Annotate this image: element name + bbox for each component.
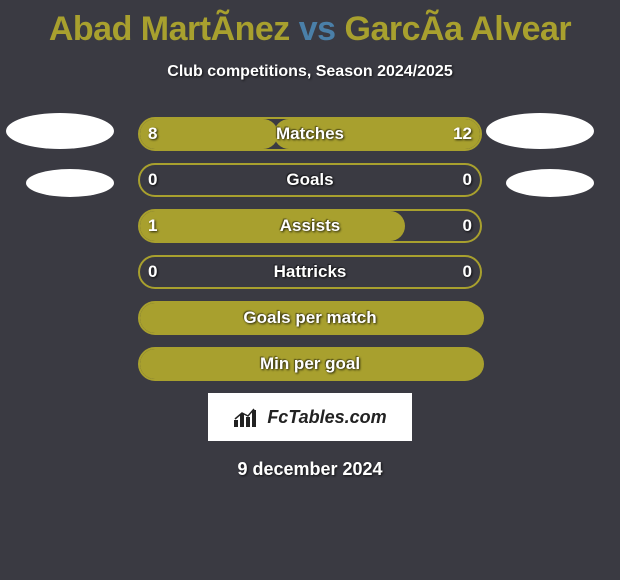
stat-label: Min per goal bbox=[138, 347, 482, 381]
stat-value-right: 0 bbox=[463, 209, 472, 243]
stat-label: Goals bbox=[138, 163, 482, 197]
stat-row: Goals per match bbox=[0, 301, 620, 335]
stat-label: Hattricks bbox=[138, 255, 482, 289]
player2-name: GarcÃ­a Alvear bbox=[345, 10, 572, 48]
player1-name: Abad MartÃ­nez bbox=[49, 10, 290, 48]
stat-label: Assists bbox=[138, 209, 482, 243]
stat-row: Min per goal bbox=[0, 347, 620, 381]
comparison-title: Abad MartÃ­nez vs GarcÃ­a Alvear bbox=[0, 0, 620, 49]
subtitle: Club competitions, Season 2024/2025 bbox=[0, 63, 620, 81]
stat-row: Hattricks0 0 bbox=[0, 255, 620, 289]
stat-value-right: 12 bbox=[453, 117, 472, 151]
stat-value-left: 8 bbox=[148, 117, 157, 151]
stat-label: Goals per match bbox=[138, 301, 482, 335]
logo-text: FcTables.com bbox=[267, 407, 386, 428]
stat-row: Goals0 0 bbox=[0, 163, 620, 197]
fctables-logo: FcTables.com bbox=[208, 393, 412, 441]
stat-row: Matches8 12 bbox=[0, 117, 620, 151]
stat-value-right: 0 bbox=[463, 163, 472, 197]
date-text: 9 december 2024 bbox=[0, 459, 620, 480]
stat-value-right: 0 bbox=[463, 255, 472, 289]
chart-area: Matches812Goals00Assists10Hattricks00Goa… bbox=[0, 117, 620, 381]
stat-label: Matches bbox=[138, 117, 482, 151]
logo-bars-icon bbox=[233, 406, 261, 428]
vs-text: vs bbox=[290, 10, 345, 48]
stat-value-left: 0 bbox=[148, 163, 157, 197]
stat-value-left: 0 bbox=[148, 255, 157, 289]
stat-value-left: 1 bbox=[148, 209, 157, 243]
stat-row: Assists1 0 bbox=[0, 209, 620, 243]
